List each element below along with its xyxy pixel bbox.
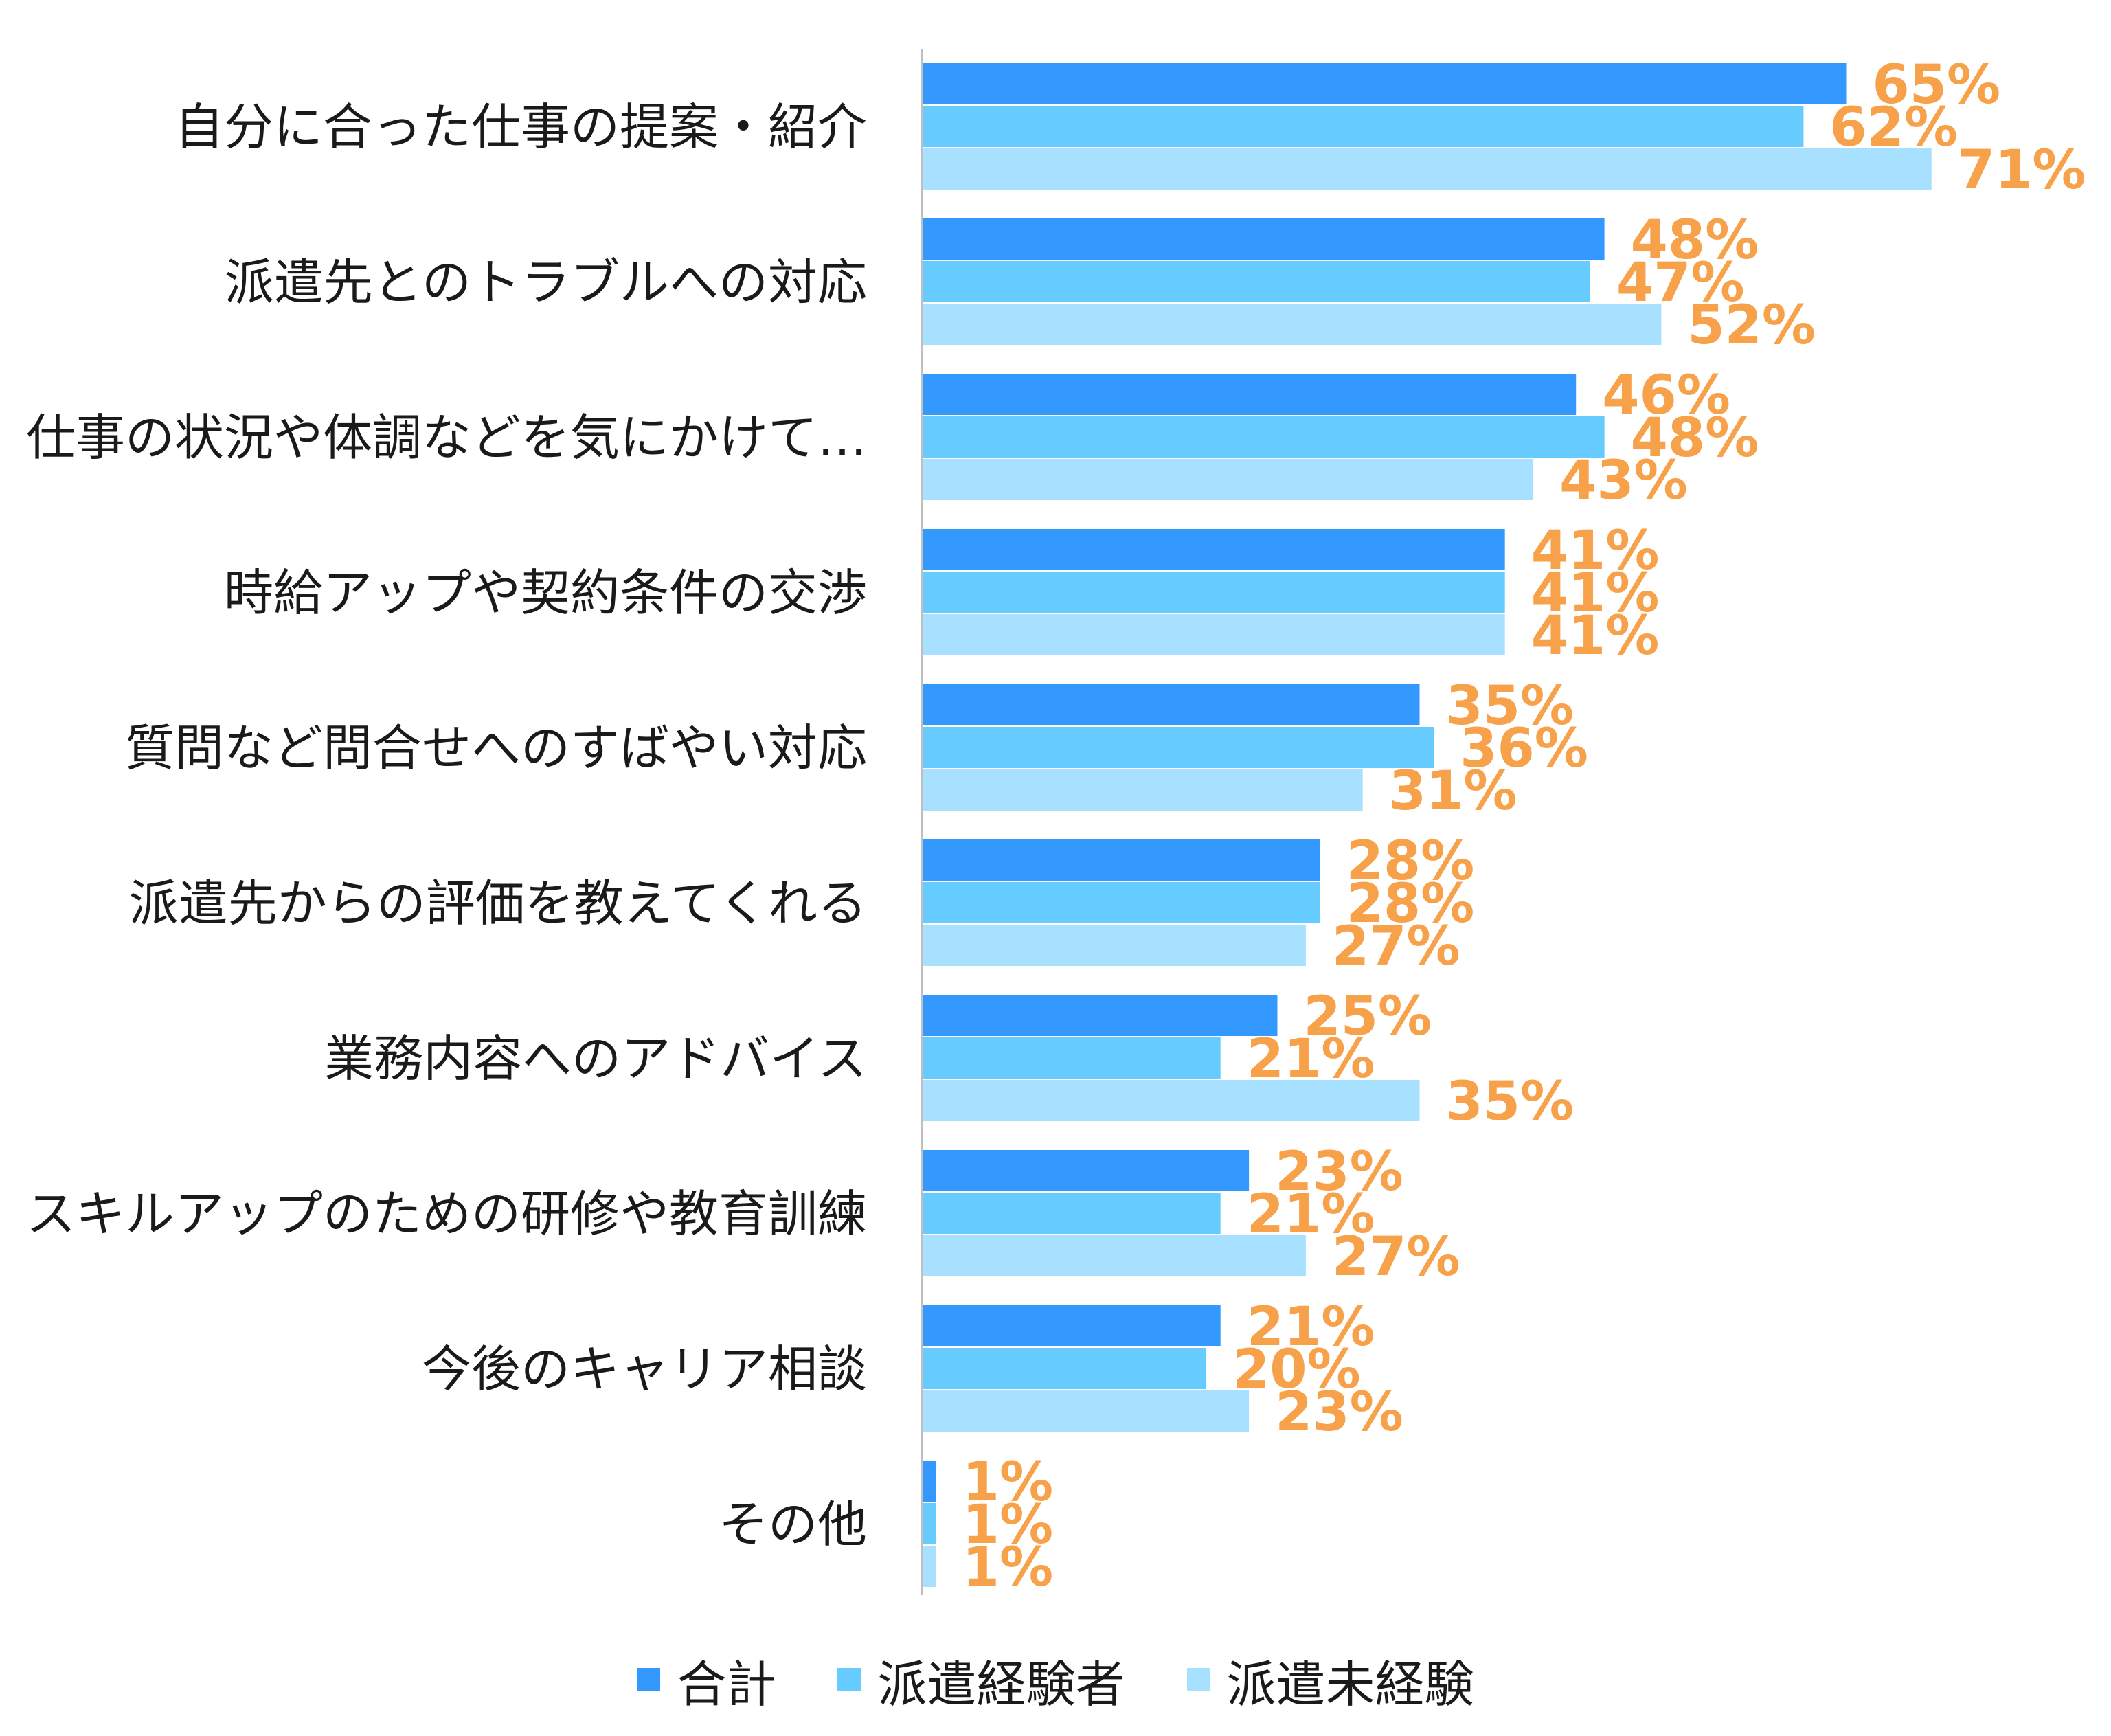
legend-swatch-inexperienced [1186, 1668, 1210, 1691]
category-label: 業務内容へのアドバイス [324, 1030, 867, 1087]
bar [922, 529, 1505, 570]
legend-label-inexperienced: 派遣未経験 [1226, 1655, 1474, 1713]
data-label: 48% [1631, 210, 1759, 271]
data-label: 41% [1531, 563, 1660, 624]
legend-item-inexperienced: 派遣未経験 [1186, 1644, 1474, 1716]
data-label: 65% [1873, 54, 2001, 116]
category-label: 時給アップや契約条件の交渉 [224, 564, 867, 622]
bar [922, 1503, 936, 1544]
data-label: 1% [962, 1537, 1053, 1599]
bar [922, 1037, 1221, 1079]
data-label: 23% [1275, 1141, 1403, 1203]
data-label: 1% [962, 1452, 1053, 1513]
data-label: 71% [1958, 139, 2086, 201]
bar [922, 63, 1847, 104]
category-label: 仕事の状況や体調などを気にかけて… [26, 409, 867, 466]
data-label: 21% [1247, 1296, 1375, 1358]
data-label: 1% [962, 1494, 1053, 1556]
bar [922, 416, 1605, 458]
category-label: 今後のキャリア相談 [422, 1340, 867, 1398]
data-label: 23% [1275, 1382, 1403, 1443]
bar [922, 1348, 1206, 1389]
category-label: 自分に合った仕事の提案・紹介 [174, 98, 867, 156]
category-label: 派遣先からの評価を教えてくれる [129, 875, 867, 932]
data-label: 28% [1346, 873, 1475, 935]
category-label: スキルアップのための研修や教育訓練 [26, 1185, 867, 1243]
bar [922, 1080, 1420, 1121]
bar [922, 925, 1306, 966]
bar [922, 1390, 1250, 1432]
data-label: 48% [1631, 407, 1759, 469]
legend-item-total: 合計 [637, 1644, 776, 1716]
bar [922, 304, 1662, 345]
data-label: 41% [1531, 520, 1660, 582]
bar [922, 1193, 1221, 1234]
category-label: 派遣先とのトラブルへの対応 [225, 253, 867, 311]
legend: 合計 派遣経験者 派遣未経験 [0, 1645, 2111, 1714]
data-label: 46% [1602, 365, 1730, 427]
bar [922, 882, 1320, 923]
data-label: 27% [1332, 1226, 1460, 1288]
bar [922, 261, 1590, 302]
bar [922, 1235, 1306, 1276]
bar [922, 1461, 936, 1502]
data-label: 27% [1332, 916, 1460, 978]
bar [922, 995, 1278, 1036]
bar [922, 572, 1505, 613]
bar [922, 218, 1605, 260]
category-label: 質問など問合せへのすばやい対応 [125, 719, 867, 777]
data-label: 28% [1346, 831, 1475, 892]
legend-label-total: 合計 [677, 1655, 776, 1713]
bar [922, 727, 1434, 768]
bar-chart: 自分に合った仕事の提案・紹介65%62%71%派遣先とのトラブルへの対応48%4… [26, 49, 2086, 1599]
bar [922, 148, 1932, 190]
bar [922, 769, 1363, 811]
data-label: 31% [1389, 760, 1517, 822]
data-label: 20% [1232, 1339, 1361, 1401]
data-label: 35% [1446, 675, 1574, 737]
legend-swatch-experienced [837, 1668, 861, 1691]
bar [922, 1305, 1221, 1346]
bar [922, 459, 1534, 500]
data-label: 35% [1446, 1071, 1574, 1133]
data-label: 52% [1687, 295, 1816, 357]
bar [922, 614, 1505, 655]
data-label: 43% [1559, 450, 1688, 512]
bar [922, 374, 1577, 415]
legend-item-experienced: 派遣経験者 [837, 1644, 1125, 1716]
bar [922, 839, 1320, 881]
data-label: 41% [1531, 605, 1660, 667]
legend-label-experienced: 派遣経験者 [877, 1655, 1125, 1713]
bar [922, 684, 1420, 725]
data-label: 25% [1304, 986, 1432, 1048]
bar [922, 106, 1804, 147]
data-label: 36% [1460, 718, 1588, 780]
bar [922, 1150, 1250, 1191]
category-label: その他 [719, 1496, 867, 1553]
bar [922, 1546, 936, 1587]
legend-swatch-total [637, 1668, 661, 1691]
